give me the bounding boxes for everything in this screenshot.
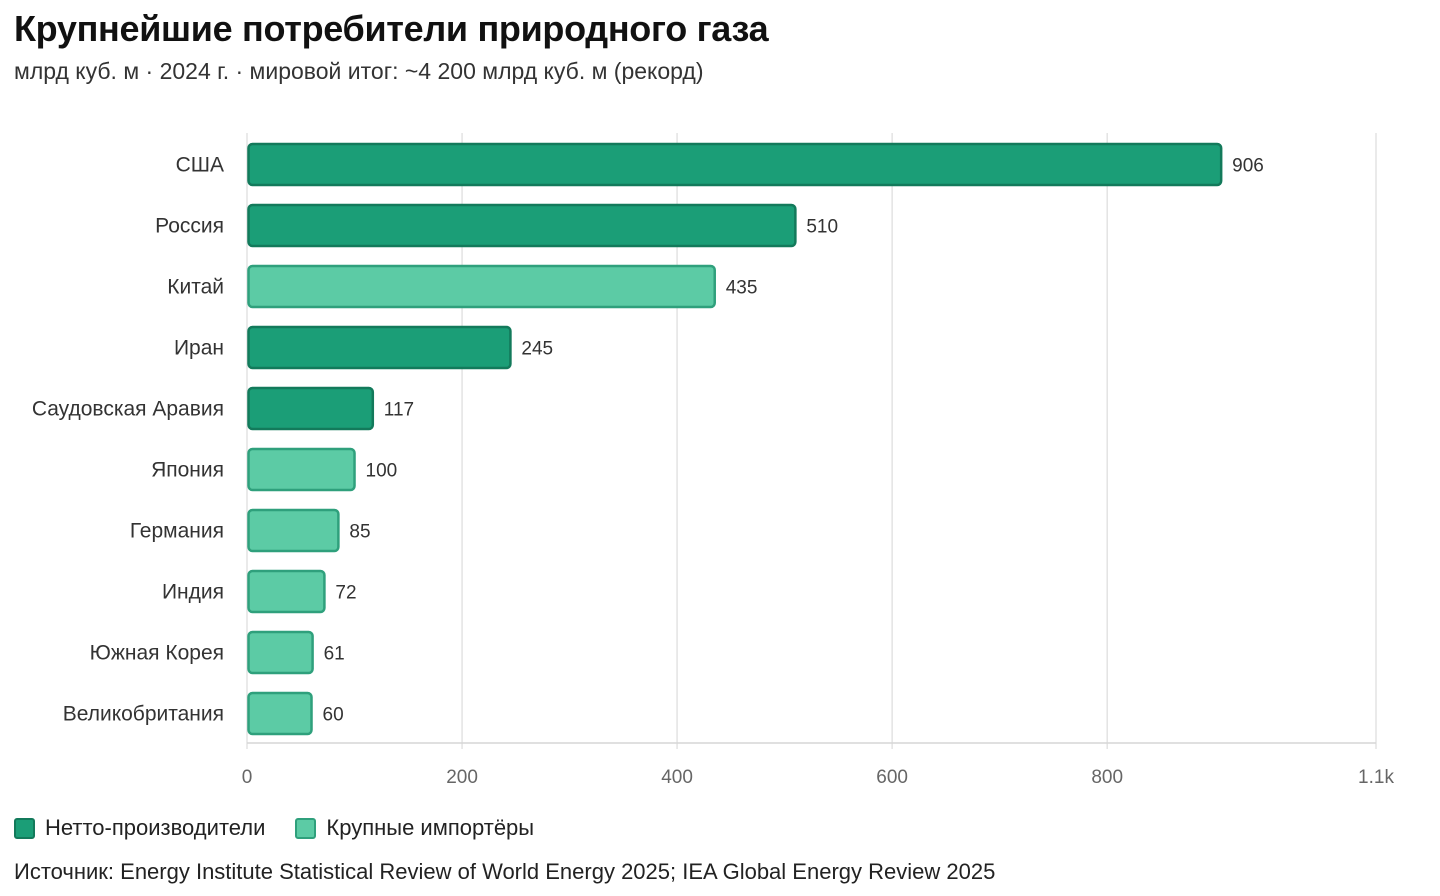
bar[interactable] <box>247 569 326 614</box>
bar[interactable] <box>247 691 313 736</box>
x-tick-label: 400 <box>661 767 693 788</box>
bar-value-label: 85 <box>349 522 370 543</box>
x-tick-label: 800 <box>1091 767 1123 788</box>
bar-value-label: 60 <box>323 705 344 726</box>
chart-subtitle: млрд куб. м · 2024 г. · мировой итог: ~4… <box>14 58 704 84</box>
bar[interactable] <box>247 264 716 309</box>
grid-layer <box>246 133 1377 749</box>
category-label: Китай <box>167 276 224 299</box>
label-layer: 0 200 400 600 800 1.1k 906 США 510 Россия 435 Китай… <box>32 154 1395 789</box>
bar-value-label: 117 <box>384 400 414 421</box>
bar[interactable] <box>247 447 356 492</box>
legend-label-importers: Крупные импортёры <box>326 815 535 840</box>
bar-chart: 0 200 400 600 800 1.1k 906 США 510 Россия 435 Китай… <box>32 133 1395 789</box>
legend-swatch-producers <box>14 817 35 839</box>
category-label: Великобритания <box>63 703 224 726</box>
bar[interactable] <box>247 508 340 553</box>
legend-label-producers: Нетто-производители <box>45 815 266 840</box>
category-label: США <box>176 154 224 177</box>
x-tick-label: 1.1k <box>1358 767 1394 788</box>
bar-value-label: 72 <box>335 583 356 604</box>
category-label: Индия <box>162 581 224 604</box>
x-tick-label: 200 <box>446 767 478 788</box>
x-tick-label: 600 <box>876 767 908 788</box>
legend: Нетто-производители Крупные импортёры <box>14 815 564 841</box>
bar[interactable] <box>247 142 1223 187</box>
category-label: Россия <box>155 215 224 238</box>
legend-item-producers[interactable]: Нетто-производители <box>14 815 265 841</box>
chart-title: Крупнейшие потребители природного газа <box>14 8 769 49</box>
x-tick-label: 0 <box>242 767 253 788</box>
bar[interactable] <box>247 386 375 431</box>
bar-value-label: 245 <box>521 339 553 360</box>
category-label: Саудовская Аравия <box>32 398 224 421</box>
legend-swatch-importers <box>295 817 317 839</box>
bar[interactable] <box>247 203 797 248</box>
bar-value-label: 906 <box>1232 156 1264 177</box>
bar-value-label: 435 <box>726 278 758 299</box>
bar-value-label: 100 <box>366 461 398 482</box>
category-label: Иран <box>174 337 224 360</box>
category-label: Германия <box>130 520 224 543</box>
category-label: Южная Корея <box>90 642 224 665</box>
legend-item-importers[interactable]: Крупные импортёры <box>295 815 534 841</box>
bar[interactable] <box>247 325 512 370</box>
source-note: Источник: Energy Institute Statistical R… <box>14 859 996 884</box>
bar-value-label: 61 <box>324 644 345 665</box>
bar[interactable] <box>247 630 314 675</box>
category-label: Япония <box>151 459 224 482</box>
bar-value-label: 510 <box>806 217 838 238</box>
bar-layer <box>247 142 1223 736</box>
